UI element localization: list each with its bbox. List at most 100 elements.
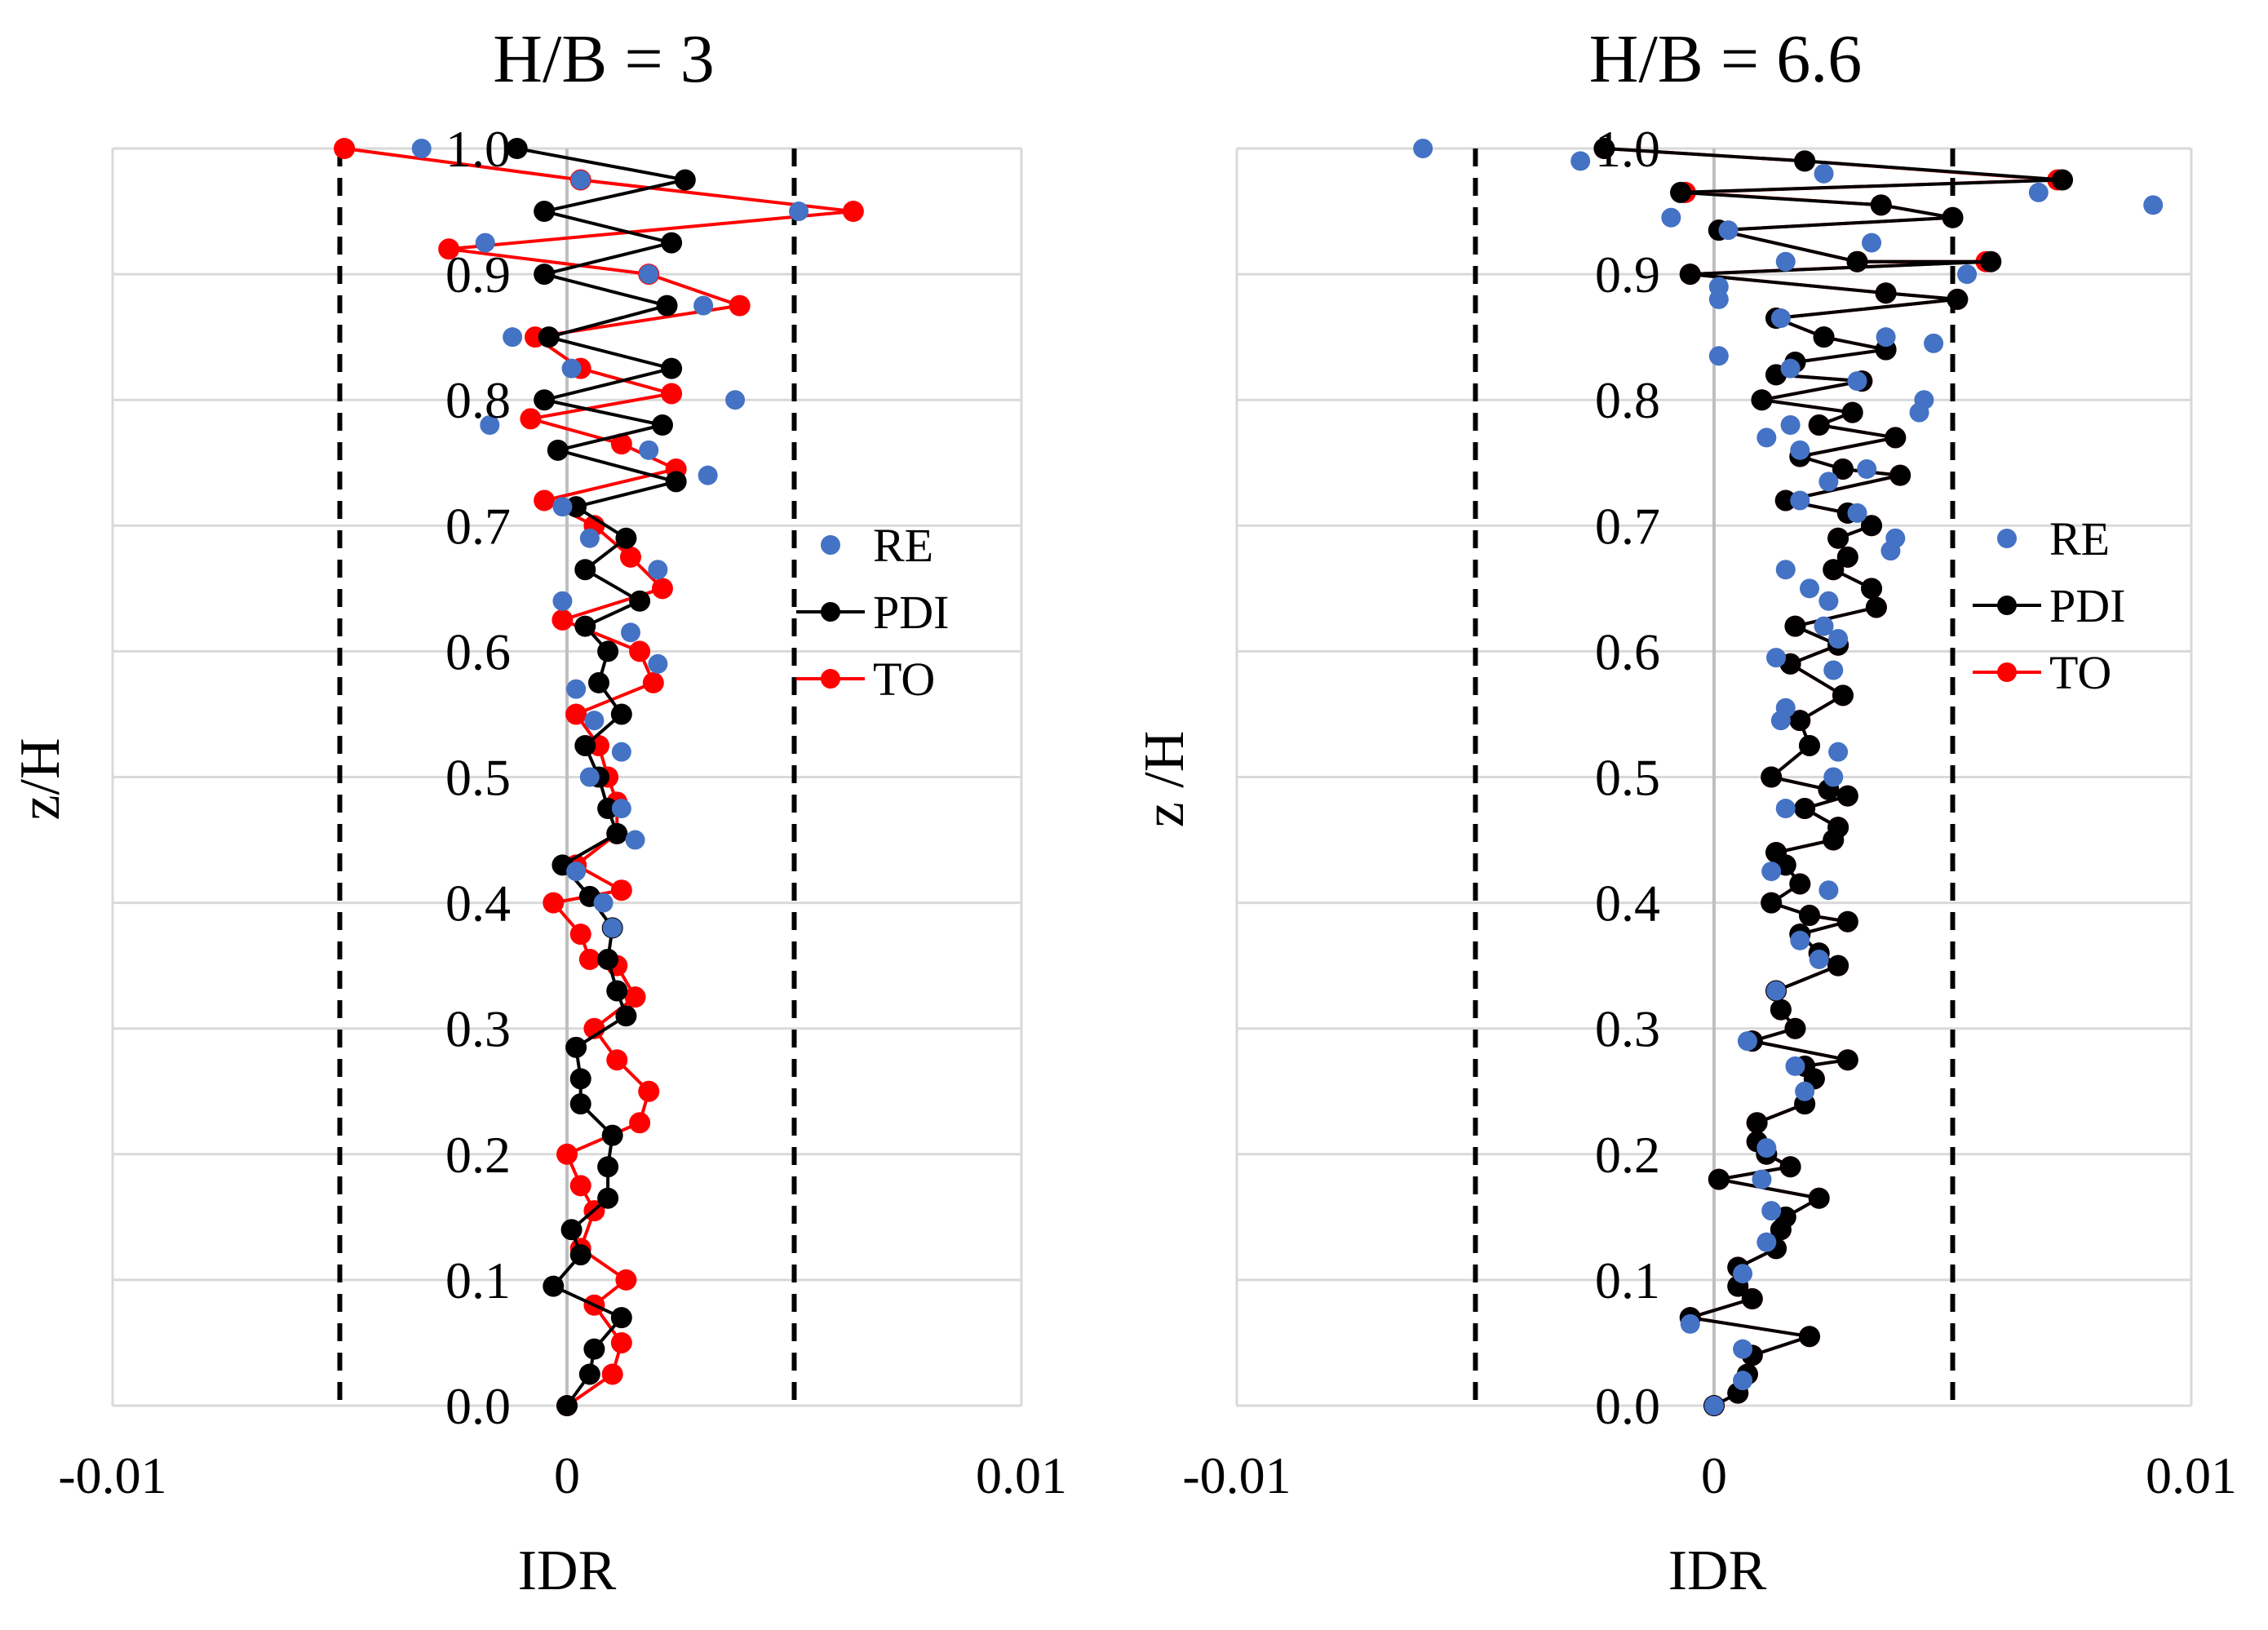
legend-label-re: RE <box>2049 512 2110 565</box>
data-point-pdi <box>1870 194 1892 216</box>
data-point-pdi <box>1861 515 1883 537</box>
data-point-re <box>552 591 573 611</box>
data-point-re <box>611 742 631 762</box>
y-tick-label: 1.0 <box>445 120 511 178</box>
data-point-pdi <box>560 1219 583 1241</box>
data-point-pdi <box>674 169 696 191</box>
y-tick-label: 0.8 <box>445 371 511 429</box>
data-point-re <box>1847 371 1867 392</box>
chart-title: H/B = 3 <box>493 21 714 97</box>
y-tick-label: 0.0 <box>1595 1377 1660 1435</box>
legend-label-pdi: PDI <box>2049 579 2125 632</box>
data-point-pdi <box>569 1244 591 1266</box>
chart-title: H/B = 6.6 <box>1589 21 1862 97</box>
data-point-pdi <box>1841 401 1863 423</box>
data-point-pdi <box>1784 615 1806 637</box>
data-point-pdi <box>574 734 596 756</box>
data-point-to <box>638 1080 660 1102</box>
data-point-to <box>578 948 600 970</box>
y-tick-label: 0.1 <box>1595 1251 1660 1309</box>
data-point-pdi <box>661 357 683 379</box>
data-point-re <box>1413 139 1433 158</box>
y-tick-label: 0.3 <box>445 1000 511 1058</box>
data-point-re <box>1862 233 1882 253</box>
data-point-pdi <box>597 1156 619 1178</box>
data-point-re <box>1957 264 1978 285</box>
legend-label-to: TO <box>2049 646 2111 699</box>
data-point-pdi <box>665 471 687 493</box>
legend: RE PDI TO <box>1973 512 2125 699</box>
data-point-pdi <box>1827 955 1849 977</box>
data-point-re <box>579 767 600 787</box>
data-point-re <box>1718 220 1739 241</box>
data-point-re <box>1876 327 1896 348</box>
data-point-re <box>1790 930 1810 950</box>
data-point-re <box>611 799 631 819</box>
data-point-to <box>534 489 556 512</box>
data-point-re <box>725 390 746 410</box>
data-point-pdi <box>587 671 609 693</box>
x-axis-label: IDR <box>1668 1539 1767 1602</box>
data-point-re <box>1818 472 1839 492</box>
data-point-re <box>1775 251 1796 272</box>
data-point-re <box>1733 1264 1753 1284</box>
data-point-pdi <box>615 1005 637 1027</box>
data-point-re <box>1708 346 1729 366</box>
data-point-to <box>729 295 751 317</box>
data-point-re <box>698 465 718 485</box>
data-point-pdi <box>661 232 683 254</box>
data-point-pdi <box>1741 1288 1763 1310</box>
legend-item-pdi: PDI <box>1973 579 2125 632</box>
data-point-re <box>1790 490 1810 511</box>
data-point-pdi <box>1823 559 1845 581</box>
data-point-pdi <box>556 1395 578 1416</box>
legend-item-pdi: PDI <box>796 586 949 639</box>
data-point-re <box>1661 207 1681 228</box>
y-axis-label: z/H <box>9 737 72 820</box>
data-point-re <box>1795 1081 1815 1101</box>
data-point-to <box>661 383 683 405</box>
data-point-to <box>629 1112 651 1134</box>
data-point-re <box>1790 440 1810 460</box>
data-point-re <box>602 918 622 938</box>
data-point-to <box>569 924 591 946</box>
data-point-pdi <box>1784 1017 1806 1039</box>
data-point-re <box>789 202 809 222</box>
data-point-re <box>1828 742 1849 762</box>
data-point-re <box>1775 799 1796 819</box>
data-point-re <box>620 622 640 643</box>
data-point-re <box>503 327 523 348</box>
data-point-to <box>629 640 651 662</box>
data-point-pdi <box>1799 1326 1820 1348</box>
data-point-pdi <box>534 264 556 286</box>
y-tick-label: 1.0 <box>1595 120 1660 178</box>
data-point-pdi <box>534 201 556 223</box>
data-point-re <box>639 264 659 285</box>
x-tick-label: 0 <box>554 1446 580 1504</box>
data-point-re <box>648 560 668 580</box>
data-point-pdi <box>1799 734 1820 756</box>
legend-marker-re <box>821 535 840 555</box>
data-point-to <box>438 238 460 260</box>
data-point-pdi <box>569 1093 591 1115</box>
data-point-re <box>1809 949 1829 969</box>
data-point-pdi <box>1708 1168 1730 1190</box>
data-point-pdi <box>1794 150 1816 172</box>
data-point-to <box>619 546 641 568</box>
data-point-re <box>1818 591 1839 611</box>
data-point-re <box>1756 427 1777 448</box>
data-point-pdi <box>1761 892 1783 914</box>
data-point-to <box>543 892 565 914</box>
y-tick-label: 0.7 <box>445 497 511 555</box>
y-tick-label: 0.5 <box>1595 749 1660 807</box>
data-point-pdi <box>1980 250 2002 272</box>
data-point-re <box>593 893 614 913</box>
data-point-pdi <box>1808 1187 1830 1209</box>
y-tick-label: 0.4 <box>445 875 511 932</box>
y-tick-label: 0.2 <box>1595 1126 1660 1184</box>
data-point-re <box>552 497 573 517</box>
y-tick-label: 0.7 <box>1595 497 1660 555</box>
data-point-pdi <box>1836 785 1858 807</box>
legend-label-pdi: PDI <box>873 586 949 639</box>
data-point-pdi <box>1746 1112 1768 1134</box>
